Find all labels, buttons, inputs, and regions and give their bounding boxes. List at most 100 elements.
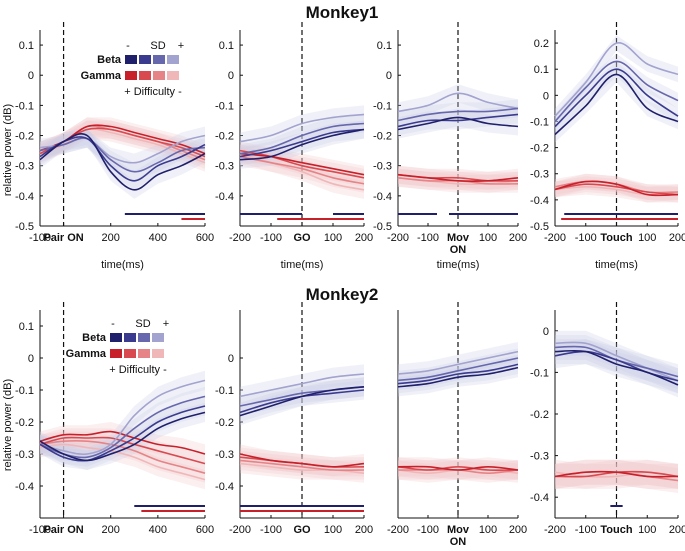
x-tick-label-event: ON xyxy=(450,244,467,256)
y-tick-label: -0.4 xyxy=(215,481,234,493)
legend-gamma-label: Gamma xyxy=(66,348,107,360)
x-tick-label: -100 xyxy=(29,232,51,244)
legend-sd-label: SD xyxy=(135,318,150,330)
beta-series-line-1 xyxy=(239,128,365,158)
beta-series-line-2 xyxy=(397,107,519,122)
x-tick-label: 400 xyxy=(149,232,167,244)
beta-sd-band xyxy=(40,386,205,467)
beta-series-line-3 xyxy=(397,92,519,113)
legend-row-1: - SD + Beta Gamma+ Difficulty - xyxy=(81,40,185,98)
y-tick-label: -0.2 xyxy=(15,131,34,143)
gamma-series-line-3 xyxy=(39,443,206,481)
x-tick-label: -100 xyxy=(417,524,439,536)
legend-beta-label: Beta xyxy=(97,54,122,66)
ylabel-row2: relative power (dB) xyxy=(2,379,14,471)
beta-sd-band xyxy=(555,339,678,394)
legend-beta-swatch xyxy=(110,333,122,342)
x-tick-label: 200 xyxy=(509,524,527,536)
y-tick-label: 0.1 xyxy=(219,40,234,52)
y-tick-label: 0.2 xyxy=(534,38,549,50)
beta-series-line-1 xyxy=(39,405,206,462)
gamma-sd-band xyxy=(40,431,205,483)
legend-gamma-swatch xyxy=(125,71,137,80)
legend-minus: - xyxy=(111,318,115,330)
legend-beta-swatch xyxy=(124,333,136,342)
legend-difficulty-label: + Difficulty - xyxy=(109,364,167,376)
x-tick-label: 400 xyxy=(149,524,167,536)
y-tick-label: -0.1 xyxy=(373,100,392,112)
beta-sd-band xyxy=(240,364,364,406)
y-tick-label: 0 xyxy=(28,353,34,365)
x-tick-label: 200 xyxy=(355,524,373,536)
legend-gamma-swatch xyxy=(139,71,151,80)
y-tick-label: -0.5 xyxy=(530,221,549,233)
legend-difficulty-label: + Difficulty - xyxy=(124,86,182,98)
y-tick-label: -0.4 xyxy=(15,191,34,203)
gamma-sd-band xyxy=(40,434,205,490)
legend-gamma-swatch xyxy=(138,349,150,358)
y-tick-label: 0.1 xyxy=(534,64,549,76)
beta-sd-band xyxy=(398,108,518,139)
beta-series-line-0 xyxy=(397,116,519,131)
x-tick-label: 200 xyxy=(355,232,373,244)
x-tick-label: -100 xyxy=(575,232,597,244)
beta-sd-band xyxy=(555,66,678,143)
beta-series-line-3 xyxy=(39,379,206,456)
x-tick-label: 100 xyxy=(638,232,656,244)
y-tick-label: -0.2 xyxy=(373,131,392,143)
x-tick-label: -100 xyxy=(260,232,282,244)
gamma-sd-band xyxy=(555,459,678,489)
x-tick-label: -200 xyxy=(387,524,409,536)
beta-series-line-3 xyxy=(239,373,365,398)
y-tick-label: 0 xyxy=(228,70,234,82)
beta-series-line-3 xyxy=(554,42,679,117)
beta-sd-band xyxy=(398,84,518,121)
x-tick-label-event: Mov xyxy=(447,524,470,536)
legend-gamma-label: Gamma xyxy=(81,70,122,82)
gamma-series-line-3 xyxy=(554,185,679,196)
y-tick-label: 0 xyxy=(543,326,549,338)
beta-series-line-2 xyxy=(239,122,365,155)
x-tick-label-event: GO xyxy=(293,524,311,536)
beta-sd-band xyxy=(555,330,678,394)
x-tick-label-event: Touch xyxy=(600,524,632,536)
x-tick-label: 100 xyxy=(638,524,656,536)
y-tick-label: -0.1 xyxy=(530,116,549,128)
beta-sd-band xyxy=(40,129,205,181)
gamma-series-line-0 xyxy=(397,465,519,471)
gamma-sd-band xyxy=(240,147,364,193)
x-tick-label: 200 xyxy=(102,232,120,244)
y-tick-label: -0.1 xyxy=(15,100,34,112)
x-tick-label: -200 xyxy=(229,524,251,536)
x-tick-label: -200 xyxy=(387,232,409,244)
legend-gamma-swatch xyxy=(153,71,165,80)
beta-series-line-2 xyxy=(397,357,519,382)
y-tick-label: -0.2 xyxy=(215,417,234,429)
beta-sd-band xyxy=(555,339,678,398)
beta-sd-band xyxy=(398,342,518,384)
y-tick-label: 0.1 xyxy=(377,40,392,52)
beta-series-line-3 xyxy=(239,113,365,143)
x-tick-label-event: Touch xyxy=(600,232,632,244)
gamma-series-line-0 xyxy=(397,173,519,182)
beta-series-line-2 xyxy=(39,137,206,173)
gamma-sd-band xyxy=(240,444,364,477)
panel-1-1: 0-0.1-0.2-0.3-0.4-200-100GO100200time(ms… xyxy=(215,302,373,536)
gamma-sd-band xyxy=(240,141,364,187)
y-tick-label: 0.1 xyxy=(19,321,34,333)
y-tick-label: -0.3 xyxy=(530,169,549,181)
gamma-series-line-1 xyxy=(239,149,365,179)
x-tick-label: 200 xyxy=(102,524,120,536)
y-tick-label: -0.2 xyxy=(215,131,234,143)
y-tick-label: 0 xyxy=(543,90,549,102)
beta-series-line-3 xyxy=(397,350,519,375)
y-tick-label: -0.2 xyxy=(15,417,34,429)
row-title-monkey1: Monkey1 xyxy=(306,3,379,22)
beta-sd-band xyxy=(40,129,205,190)
panel-0-1: 0.1 0 -0.1 -0.2 -0.3 -0.4 -200 -100 GO 100 200 time… xyxy=(215,22,373,271)
y-tick-label: 0.1 xyxy=(19,40,34,52)
x-tick-label: 100 xyxy=(479,232,497,244)
